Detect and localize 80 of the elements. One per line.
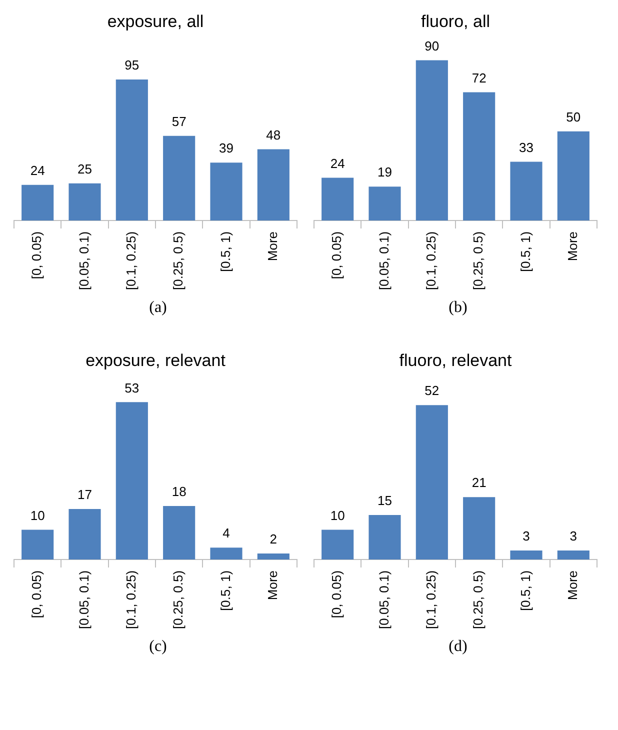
x-tick-label: [0.5, 1)	[218, 570, 233, 611]
data-label: 53	[124, 380, 140, 396]
bar	[210, 162, 242, 220]
chart-title: fluoro, all	[421, 12, 490, 31]
x-tick-label: [0, 0.05)	[329, 570, 344, 618]
x-tick-label: More	[564, 570, 580, 600]
data-label: 10	[330, 508, 345, 523]
x-tick-label: [0.1, 0.25)	[123, 570, 138, 630]
bar	[210, 548, 242, 560]
bar	[510, 550, 542, 560]
data-label: 24	[30, 162, 45, 178]
data-label: 18	[172, 484, 186, 500]
bar	[163, 136, 196, 220]
data-label: 24	[330, 156, 345, 171]
bar	[22, 530, 54, 560]
data-label: 57	[172, 114, 186, 129]
data-label: 90	[424, 38, 440, 54]
bar	[557, 131, 590, 220]
data-label: 15	[378, 493, 392, 508]
bar	[557, 550, 590, 560]
x-tick-label: [0.25, 0.5)	[170, 231, 186, 290]
x-tick-label: [0.05, 0.1)	[76, 231, 92, 290]
x-tick-label: [0.5, 1)	[218, 231, 233, 272]
data-label: 4	[222, 526, 230, 541]
bar	[416, 60, 448, 220]
bar	[463, 92, 496, 220]
data-label: 3	[570, 528, 578, 544]
data-label: 2	[270, 532, 278, 547]
x-tick-label: More	[264, 570, 280, 600]
x-tick-label: [0.25, 0.5)	[470, 570, 486, 630]
bar	[368, 514, 401, 560]
x-tick-label: [0.1, 0.25)	[123, 231, 138, 290]
x-tick-label: [0, 0.05)	[329, 231, 344, 280]
data-label: 19	[378, 164, 392, 180]
x-tick-label: [0.5, 1)	[518, 231, 533, 272]
bar	[68, 509, 101, 560]
data-label: 25	[78, 161, 92, 176]
bar	[257, 149, 290, 220]
bar	[257, 554, 290, 560]
data-label: 50	[566, 110, 581, 125]
x-tick-label: [0, 0.05)	[29, 570, 44, 618]
chart-title: fluoro, relevant	[399, 350, 512, 370]
data-label: 52	[424, 383, 440, 398]
x-tick-label: [0.05, 0.1)	[376, 231, 392, 290]
bar	[116, 79, 148, 220]
x-tick-label: [0.1, 0.25)	[423, 570, 438, 630]
x-tick-label: [0.25, 0.5)	[170, 570, 186, 630]
x-tick-label: [0.5, 1)	[518, 570, 533, 611]
bar	[22, 184, 54, 220]
data-label: 17	[78, 487, 92, 502]
text: (a)	[148, 299, 168, 317]
bar	[116, 402, 148, 560]
data-label: 10	[30, 508, 45, 523]
text: (c)	[148, 638, 168, 656]
data-label: 72	[472, 70, 486, 86]
text: (b)	[448, 299, 468, 317]
x-tick-label: More	[564, 231, 580, 262]
chart-title: exposure, all	[107, 12, 204, 31]
data-label: 39	[219, 140, 234, 156]
data-label: 48	[266, 127, 281, 142]
bar	[68, 183, 101, 220]
bar	[416, 405, 448, 560]
data-label: 95	[124, 58, 140, 73]
chart-title: exposure, relevant	[86, 350, 226, 370]
text: (d)	[448, 638, 468, 656]
bar	[163, 506, 196, 560]
x-tick-label: [0.25, 0.5)	[470, 231, 486, 290]
x-tick-label: [0, 0.05)	[29, 231, 44, 280]
x-tick-label: More	[264, 231, 280, 262]
bar	[510, 162, 542, 220]
x-tick-label: [0.1, 0.25)	[423, 231, 438, 290]
bar	[322, 530, 354, 560]
bar	[368, 186, 401, 220]
bar	[463, 497, 496, 560]
data-label: 33	[519, 140, 534, 155]
x-tick-label: [0.05, 0.1)	[376, 570, 392, 630]
x-tick-label: [0.05, 0.1)	[76, 570, 92, 630]
data-label: 21	[472, 475, 486, 490]
data-label: 3	[522, 528, 530, 544]
bar	[322, 178, 354, 220]
